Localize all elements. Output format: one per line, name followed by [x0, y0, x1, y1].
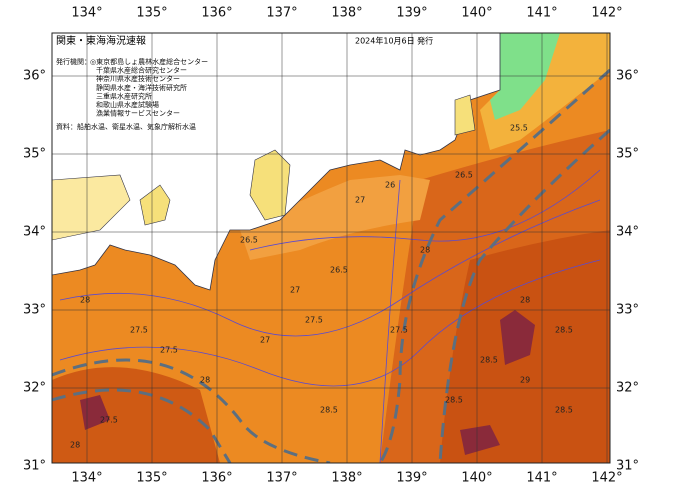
warm-water [52, 367, 220, 463]
issuer: 静岡県水産・海洋技術研究所 [96, 83, 187, 92]
bay [249, 149, 291, 221]
lat-label-left: 33° [23, 303, 46, 318]
contour-label: 28.5 [480, 356, 498, 365]
lat-label-left: 34° [23, 225, 46, 240]
issuer-label: 発行機関： [56, 57, 91, 66]
contour-label: 26.5 [330, 266, 348, 275]
hot-spot [80, 310, 535, 455]
lon-label-bottom: 137° [266, 471, 297, 486]
issuer: 三重県水産研究所 [96, 91, 152, 100]
contour-label: 26.5 [455, 171, 473, 180]
contour-label: 28 [80, 296, 90, 305]
issuer: 千葉県水産総合研究センター [96, 66, 187, 75]
lon-label-bottom: 134° [71, 471, 102, 486]
contour-labels: 26.5 27 26.5 27.5 28 27 27.5 28 28.5 28 27.5 28.5 26… [70, 124, 573, 450]
lat-label-left: 32° [23, 381, 46, 396]
lat-label-right: 36° [616, 69, 639, 84]
graticule [52, 33, 610, 463]
contour-label: 28 [420, 246, 430, 255]
contour-label: 28.5 [445, 396, 463, 405]
current-axis [52, 68, 610, 463]
lat-label-right: 32° [616, 381, 639, 396]
title: 関東・東海海況速報 [56, 34, 146, 47]
lon-label-bottom: 141° [526, 471, 557, 486]
contour-label: 27 [355, 196, 365, 205]
lon-label-bottom: 136° [201, 471, 232, 486]
lat-label-left: 36° [23, 69, 46, 84]
lat-label-right: 33° [616, 303, 639, 318]
bay [139, 94, 476, 226]
contour-label: 27 [290, 286, 300, 295]
lon-label-top: 138° [331, 6, 362, 21]
lon-label-bottom: 140° [461, 471, 492, 486]
contour-label: 27.5 [305, 316, 323, 325]
lon-label-bottom: 139° [396, 471, 427, 486]
contour-label: 26 [385, 181, 395, 190]
cool-water [240, 175, 430, 260]
issuer: 和歌山県水産試験場 [96, 100, 159, 109]
contour-label: 27.5 [130, 326, 148, 335]
lat-label-left: 35° [23, 147, 46, 162]
lon-label-top: 136° [201, 6, 232, 21]
contour-label: 27.5 [390, 326, 408, 335]
lat-label-right: 35° [616, 147, 639, 162]
isotherms [59, 169, 601, 463]
lat-label-right: 34° [616, 225, 639, 240]
lon-label-bottom: 138° [331, 471, 362, 486]
issuer: 神奈川県水産技術センター [96, 74, 180, 83]
lon-label-top: 142° [591, 6, 622, 21]
lon-label-bottom: 135° [136, 471, 167, 486]
lon-label-top: 139° [396, 6, 427, 21]
contour-label: 28.5 [320, 406, 338, 415]
contour-label: 27.5 [160, 346, 178, 355]
contour-label: 25.5 [510, 124, 528, 133]
contour-label: 27.5 [100, 416, 118, 425]
issue-date: 2024年10月6日 発行 [355, 36, 433, 46]
contour-label: 26.5 [240, 236, 258, 245]
lon-label-top: 137° [266, 6, 297, 21]
contour-label: 27 [260, 336, 270, 345]
contour-label: 28 [520, 296, 530, 305]
bay [52, 174, 131, 241]
lon-label-top: 135° [136, 6, 167, 21]
lat-label-left: 31° [23, 459, 46, 474]
lon-label-top: 134° [71, 6, 102, 21]
lon-label-top: 141° [526, 6, 557, 21]
contour-label: 28.5 [555, 326, 573, 335]
sources: 資料：船舶水温、衛星水温、気象庁解析水温 [56, 122, 196, 131]
issuer: ◎東京都島しょ農林水産総合センター [90, 57, 208, 66]
contour-label: 28.5 [555, 406, 573, 415]
cold-water [490, 33, 560, 120]
contour-label: 29 [520, 376, 530, 385]
lat-label-right: 31° [616, 459, 639, 474]
contour-label: 28 [200, 376, 210, 385]
contour-label: 28 [70, 441, 80, 450]
map: 26.5 27 26.5 27.5 28 27 27.5 28 28.5 28 27.5 28.5 26… [52, 33, 610, 463]
lon-label-top: 140° [461, 6, 492, 21]
issuer: 漁業情報サービスセンター [96, 109, 180, 118]
axis-labels: 134° 134° 135° 135° 136° 136° 137° 137° 138° 138°… [23, 6, 639, 486]
map-frame [51, 32, 611, 464]
lon-label-bottom: 142° [591, 471, 622, 486]
